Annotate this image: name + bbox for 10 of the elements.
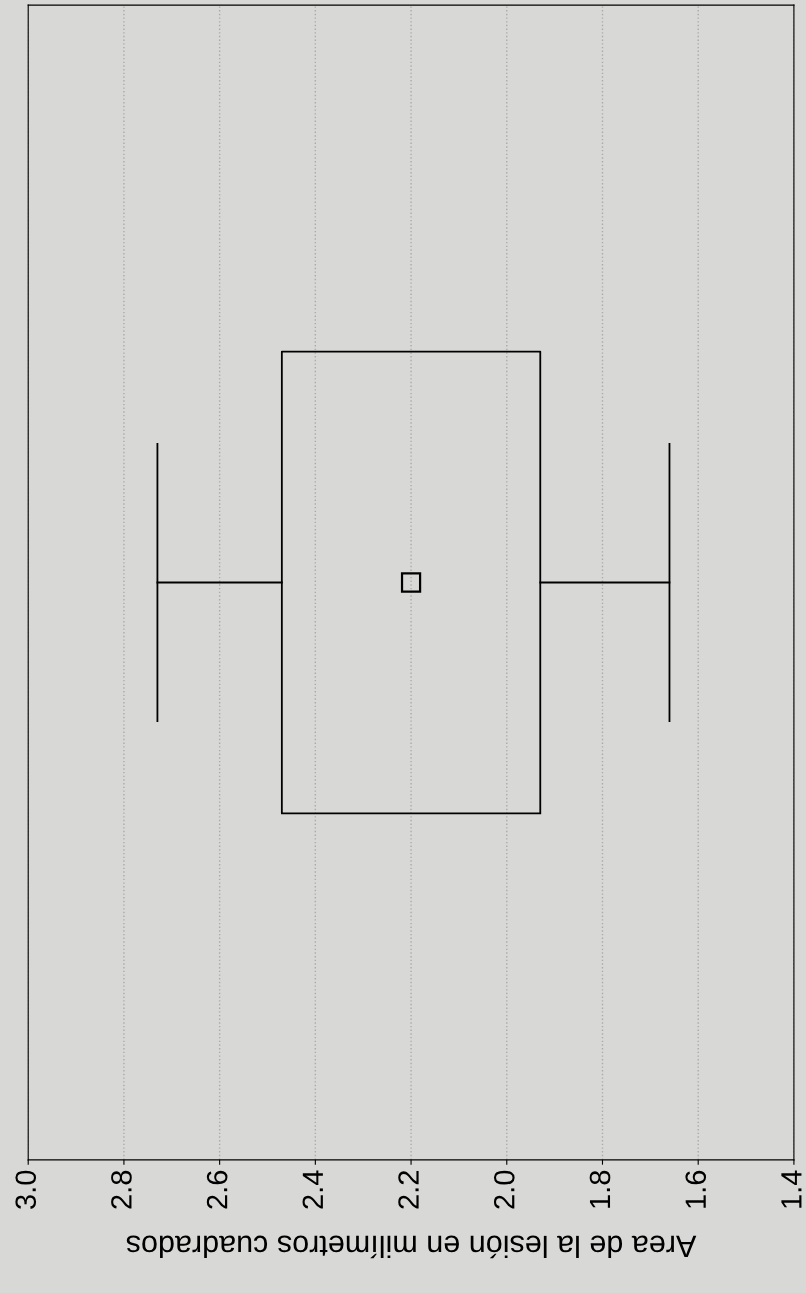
x-tick-label: 2.0 xyxy=(493,1170,515,1209)
x-tick-label: 1.8 xyxy=(589,1170,611,1208)
x-axis-title: Area de la lesión en milímetros cuadrados xyxy=(126,1235,697,1259)
x-tick-label: 2.4 xyxy=(302,1170,323,1209)
x-tick-label: 2.6 xyxy=(206,1170,228,1209)
x-tick-label: 1.4 xyxy=(781,1170,802,1208)
x-tick-label: 2.8 xyxy=(111,1170,132,1209)
x-tick-label: 2.2 xyxy=(398,1171,419,1209)
x-tick-label: 3.0 xyxy=(15,1170,37,1209)
x-tick-label: 1.6 xyxy=(685,1170,707,1208)
